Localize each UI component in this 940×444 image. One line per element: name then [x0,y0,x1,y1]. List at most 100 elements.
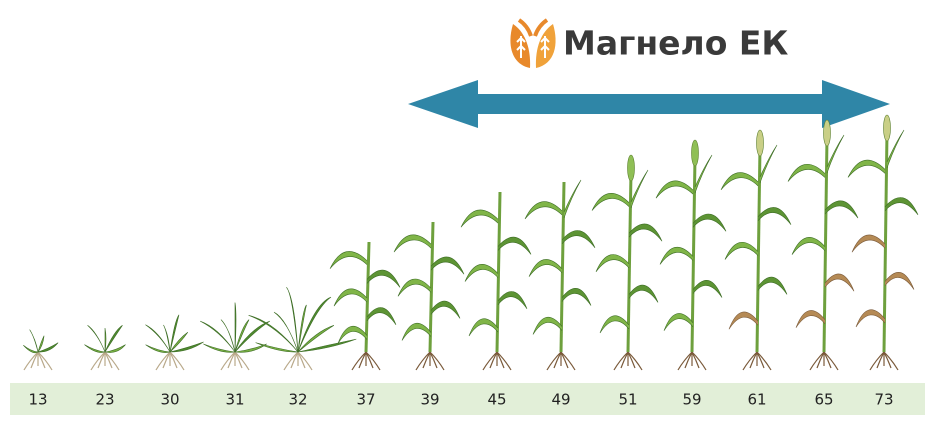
leaf [528,259,563,277]
leaf [884,197,919,215]
leaf [692,213,727,232]
leaf [561,230,596,248]
plant [200,302,270,371]
stage-label: 61 [747,391,766,409]
leaf [847,159,886,178]
leaf [273,311,299,353]
root [823,351,832,369]
leaf [255,342,299,353]
stem [690,156,697,353]
stage-label: 23 [95,391,114,409]
leaf [29,329,39,353]
leaf [84,344,106,353]
leaf [659,246,694,265]
root [883,351,892,369]
leaf [791,237,826,255]
logo-icon [510,18,556,68]
leaf [430,256,465,275]
root [496,351,505,369]
plant [847,114,919,371]
stage-label: 51 [618,391,637,409]
stage-label: 59 [682,391,701,409]
leaf [728,311,759,330]
leaf [297,325,335,353]
stage-label: 39 [420,391,439,409]
leaf [104,325,123,353]
root [234,351,250,371]
application-window-arrow [408,80,890,128]
stage-label: 73 [874,391,893,409]
leaf [787,164,826,182]
leaf [220,319,236,353]
stem [822,136,829,353]
leaf [628,284,659,303]
leaf [37,342,59,353]
root [691,351,700,369]
stage-label: 65 [814,391,833,409]
leaf [397,278,432,297]
stem [755,146,762,353]
leaf [104,327,107,353]
leaf [692,280,723,298]
root [429,351,438,369]
ear [756,129,764,157]
root [365,351,381,371]
leaf [757,276,788,295]
leaf [497,291,528,309]
stage-label: 31 [225,391,244,409]
root [290,351,299,369]
root [297,351,306,369]
stage-label: 37 [356,391,375,409]
root [97,351,106,369]
root [358,351,367,369]
plant [524,179,596,371]
root [620,351,629,369]
root [104,351,113,369]
leaf [234,302,237,353]
leaf [23,345,39,354]
root [169,351,178,369]
root [553,351,562,369]
plant [145,314,204,371]
leaf [497,236,532,255]
root [684,351,693,369]
stage-label: 30 [160,391,179,409]
leaf [851,234,886,253]
ear [627,154,635,182]
stem [626,171,633,353]
leaf [401,323,432,341]
root [227,351,236,369]
leaf [234,343,267,353]
root [297,351,313,371]
stem [882,131,889,353]
plant [248,287,357,371]
root [365,351,374,369]
plant [393,221,465,371]
leaf [286,287,299,353]
stem [495,191,502,353]
ear [691,139,699,167]
leaf [366,307,397,325]
stem [559,181,566,353]
leaf [297,338,357,353]
root [816,351,825,369]
leaf [599,315,630,334]
stage-label: 32 [288,391,307,409]
leaf [145,324,171,353]
root [691,351,707,371]
leaf [163,324,171,353]
stage-label: 49 [551,391,570,409]
leaf [524,201,563,220]
root [234,351,243,369]
leaf [104,344,126,353]
root [883,351,899,371]
root [429,351,445,371]
leaf [337,326,368,344]
root [627,351,643,371]
plants [23,114,919,371]
leaf [393,234,432,253]
leaf [795,310,826,328]
root [37,351,53,371]
